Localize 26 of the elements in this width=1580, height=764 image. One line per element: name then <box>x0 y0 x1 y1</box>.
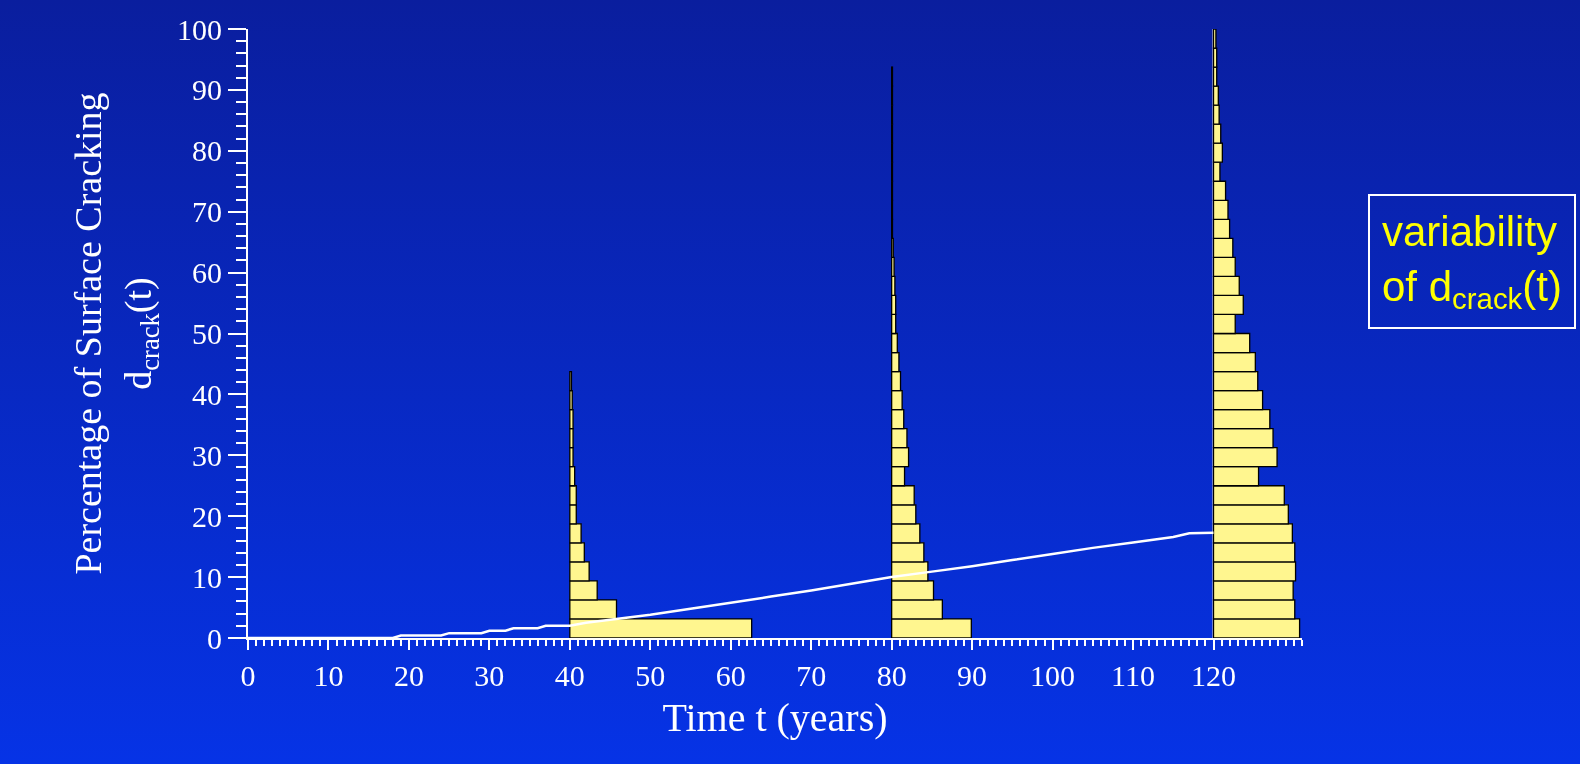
x-tick-label: 60 <box>715 659 746 692</box>
x-tick-label: 40 <box>554 659 585 692</box>
y-tick-label: 100 <box>177 12 222 46</box>
y-tick-label: 50 <box>192 317 222 350</box>
text: variability of d$_{crack}$(t) <box>1382 208 1562 316</box>
x-tick-label: 10 <box>313 659 344 692</box>
y-tick-label: 10 <box>192 560 222 594</box>
x-tick-label: 90 <box>957 659 988 692</box>
y-tick-label: 30 <box>192 438 222 472</box>
y-tick-label: 0 <box>207 621 222 655</box>
y-tick-label: 80 <box>192 134 222 168</box>
x-tick-label: 100 <box>1030 659 1076 692</box>
x-tick-label: 70 <box>796 659 827 692</box>
y-tick-label: 70 <box>192 195 222 229</box>
x-tick-label: 50 <box>635 659 666 692</box>
x-tick-label: 80 <box>876 659 907 692</box>
x-tick-label: 120 <box>1191 659 1236 692</box>
y-tick-label: 60 <box>192 256 222 290</box>
y-tick-label: 90 <box>192 73 222 107</box>
y-tick-label: 40 <box>192 377 222 411</box>
x-axis-title: Time t (years) <box>662 695 888 740</box>
x-tick-label: 20 <box>393 659 424 692</box>
x-tick-label: 0 <box>240 659 256 692</box>
x-tick-label: 30 <box>474 659 505 692</box>
y-tick-label: 20 <box>192 499 222 533</box>
x-tick-label: 110 <box>1111 659 1155 692</box>
